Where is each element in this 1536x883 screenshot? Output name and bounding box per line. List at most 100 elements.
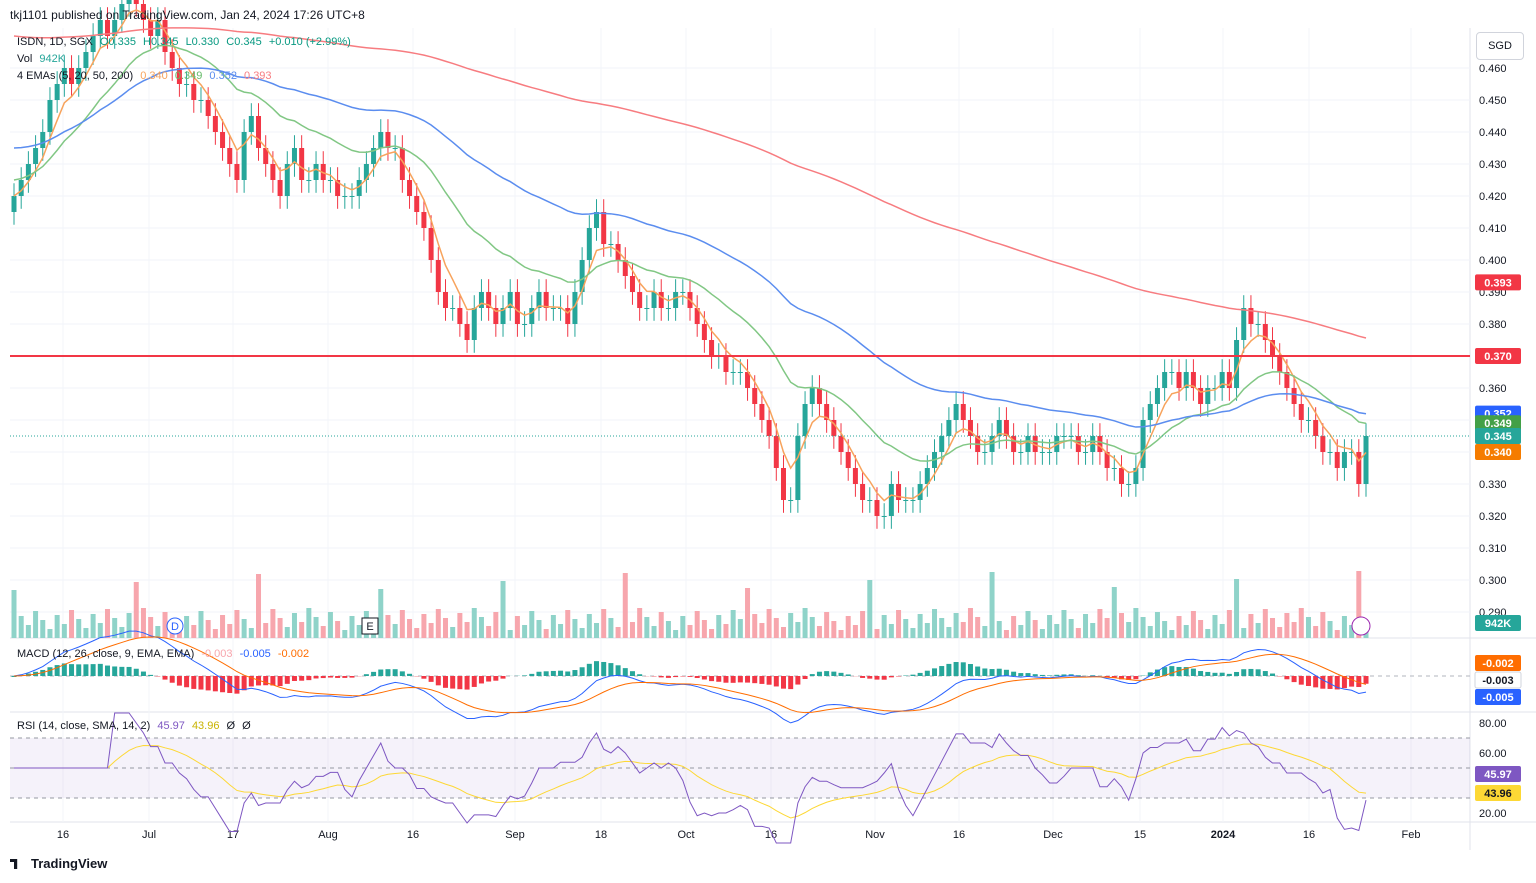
macd-histogram-bar bbox=[536, 671, 542, 676]
volume-bar bbox=[1241, 628, 1247, 638]
lightning-icon bbox=[1351, 616, 1371, 636]
volume-bar bbox=[536, 620, 542, 638]
volume-bar bbox=[212, 629, 218, 638]
macd-histogram-bar bbox=[169, 676, 175, 683]
candle-body bbox=[816, 388, 822, 404]
volume-bar bbox=[241, 619, 247, 638]
volume-bar bbox=[1341, 616, 1347, 638]
macd-histogram-bar bbox=[349, 676, 355, 678]
symbol-label[interactable]: ISDN, 1D, SGX bbox=[17, 36, 93, 48]
macd-histogram-bar bbox=[737, 676, 743, 683]
macd-histogram-bar bbox=[838, 672, 844, 676]
macd-histogram-bar bbox=[1341, 676, 1347, 689]
volume-bar bbox=[665, 621, 671, 638]
candle-body bbox=[371, 148, 377, 164]
candle-body bbox=[335, 180, 341, 196]
time-tick-label: 2024 bbox=[1211, 829, 1236, 841]
volume-bar bbox=[730, 610, 736, 638]
rsi-line bbox=[14, 712, 1367, 844]
price-tag bbox=[1475, 428, 1521, 444]
volume-bar bbox=[543, 629, 549, 638]
macd-histogram-bar bbox=[701, 676, 707, 680]
volume-bar bbox=[428, 623, 434, 638]
candle-body bbox=[248, 116, 254, 132]
macd-histogram-bar bbox=[407, 673, 413, 676]
macd-histogram-bar bbox=[1349, 676, 1355, 687]
candle-body bbox=[838, 436, 844, 452]
macd-histogram-bar bbox=[435, 676, 441, 686]
macd-histogram-bar bbox=[291, 676, 297, 681]
time-tick-label: 16 bbox=[57, 829, 69, 841]
volume-bar bbox=[1270, 618, 1276, 638]
macd-histogram-bar bbox=[831, 671, 837, 676]
volume-bar bbox=[745, 588, 751, 638]
macd-histogram-bar bbox=[1054, 674, 1060, 676]
macd-histogram-bar bbox=[766, 676, 772, 685]
volume-legend: Vol 942K bbox=[17, 53, 69, 65]
candle-body bbox=[126, 0, 132, 4]
volume-bar bbox=[1090, 623, 1096, 638]
currency-button[interactable]: SGD bbox=[1476, 32, 1524, 60]
volume-bar bbox=[1284, 613, 1290, 638]
time-tick-label: 17 bbox=[227, 829, 239, 841]
volume-bar bbox=[313, 617, 319, 638]
candle-body bbox=[1097, 436, 1103, 452]
volume-bar bbox=[572, 619, 578, 638]
candle-body bbox=[76, 68, 82, 84]
ema-line bbox=[13, 44, 1367, 462]
candle-body bbox=[399, 148, 405, 180]
candle-body bbox=[766, 420, 772, 436]
volume-bar bbox=[11, 590, 17, 638]
macd-histogram-bar bbox=[788, 676, 794, 690]
candle-body bbox=[924, 468, 930, 484]
candle-body bbox=[694, 308, 700, 324]
volume-bar bbox=[1140, 617, 1146, 638]
macd-histogram-bar bbox=[1248, 668, 1254, 676]
tradingview-logo-icon bbox=[10, 859, 18, 869]
volume-bar bbox=[1255, 623, 1261, 638]
macd-histogram-bar bbox=[442, 676, 448, 688]
macd-histogram-bar bbox=[198, 676, 204, 690]
macd-histogram-bar bbox=[529, 673, 535, 676]
candle-body bbox=[169, 52, 175, 68]
candle-body bbox=[1205, 388, 1211, 404]
volume-bar bbox=[1162, 621, 1168, 638]
price-tick-label: 0.310 bbox=[1479, 543, 1507, 555]
macd-histogram-bar bbox=[1183, 667, 1189, 676]
time-tick-label: Jul bbox=[142, 829, 156, 841]
candle-body bbox=[514, 292, 520, 324]
candle-body bbox=[291, 148, 297, 164]
macd-histogram-bar bbox=[975, 666, 981, 676]
candle-body bbox=[61, 68, 67, 84]
volume-bar bbox=[932, 609, 938, 638]
macd-histogram-bar bbox=[69, 664, 75, 676]
macd-histogram-bar bbox=[335, 676, 341, 678]
volume-bar bbox=[1111, 587, 1117, 638]
price-tag bbox=[1475, 348, 1521, 364]
time-tick-label: 18 bbox=[595, 829, 607, 841]
candle-body bbox=[680, 292, 686, 293]
volume-bar bbox=[867, 580, 873, 638]
candle-body bbox=[831, 420, 837, 436]
volume-bar bbox=[421, 614, 427, 638]
ema-line bbox=[13, 27, 1367, 339]
macd-histogram-bar bbox=[1320, 676, 1326, 689]
volume-bar bbox=[874, 629, 880, 638]
volume-bar bbox=[1291, 622, 1297, 638]
macd-histogram-bar bbox=[924, 670, 930, 676]
volume-bar bbox=[277, 618, 283, 638]
time-tick-label: Sep bbox=[505, 829, 525, 841]
volume-bar bbox=[1356, 571, 1362, 638]
macd-histogram-bar bbox=[176, 676, 182, 686]
macd-histogram-bar bbox=[248, 676, 254, 687]
macd-histogram-bar bbox=[1327, 676, 1333, 689]
volume-bar bbox=[320, 626, 326, 638]
candle-body bbox=[773, 436, 779, 468]
volume-label: Vol bbox=[17, 53, 33, 65]
dividend-marker bbox=[166, 617, 184, 635]
candle-body bbox=[860, 484, 866, 500]
macd-histogram-bar bbox=[76, 664, 82, 676]
volume-bar bbox=[407, 619, 413, 638]
volume-bar bbox=[637, 608, 643, 638]
